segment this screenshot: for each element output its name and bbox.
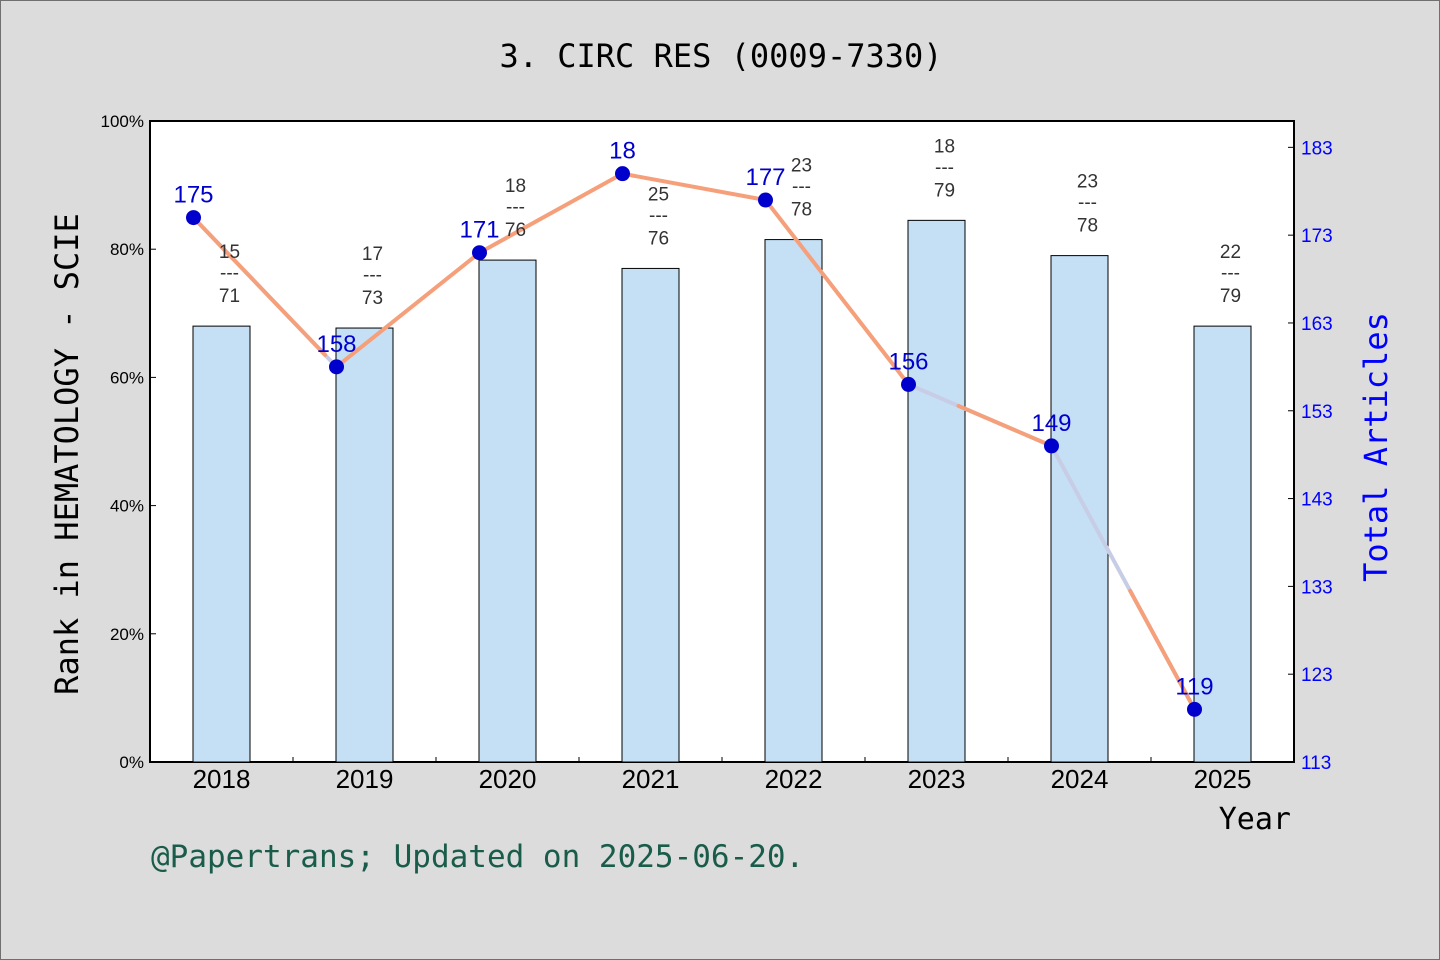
x-axis-label: Year <box>1219 802 1291 837</box>
line-segment-2019-2020 <box>334 250 482 369</box>
x-tick-label: 2023 <box>908 764 966 794</box>
line-segment-2020-2021 <box>477 171 625 255</box>
rank-label-divider-2024: --- <box>1078 193 1097 214</box>
count-label-2019: 158 <box>316 331 356 358</box>
y2-axis-label: Total Articles <box>1357 312 1395 582</box>
rank-label-bottom-2020: 76 <box>505 220 526 241</box>
marker-2023 <box>901 376 916 392</box>
count-label-2022: 177 <box>745 164 785 191</box>
rank-label-divider-2019: --- <box>363 265 382 286</box>
rank-label-bottom-2023: 79 <box>934 180 955 201</box>
bar-2025 <box>1193 325 1252 763</box>
x-tick-label: 2021 <box>622 764 680 794</box>
y-tick-label: 40% <box>110 497 144 516</box>
x-tick-label: 2024 <box>1051 764 1109 794</box>
plot-area <box>149 120 1295 763</box>
x-tick-label: 2018 <box>193 764 251 794</box>
rank-label-top-2023: 18 <box>934 136 955 157</box>
marker-2020 <box>472 245 487 261</box>
rank-label-divider-2021: --- <box>649 205 668 226</box>
rank-label-bottom-2021: 76 <box>648 228 669 249</box>
count-label-2018: 175 <box>173 182 213 209</box>
y2-tick-label: 113 <box>1301 753 1331 774</box>
labels-layer: 15---7117---7318---7625---7623---7818---… <box>173 136 1241 700</box>
count-label-2020: 171 <box>459 217 499 244</box>
y-tick-label: 0% <box>119 753 144 772</box>
marker-2021 <box>615 166 630 182</box>
rank-label-top-2025: 22 <box>1220 242 1241 263</box>
y-tick-label: 80% <box>110 240 144 259</box>
rank-label-top-2020: 18 <box>505 176 526 197</box>
rank-label-divider-2025: --- <box>1221 263 1240 284</box>
line-segment-2024-2025-overlay <box>1128 588 1197 712</box>
y2-tick-label: 153 <box>1301 402 1333 423</box>
y2-tick-label: 143 <box>1301 490 1333 511</box>
axes-layer: 0% 20% 40% 60% 80% 100% 113 123 133 143 153 163 173 1… <box>101 112 1333 794</box>
rank-label-top-2024: 23 <box>1077 172 1098 193</box>
bar-2022 <box>764 239 823 763</box>
bar-2020 <box>478 259 537 763</box>
count-label-2021: 18 <box>609 138 636 165</box>
count-label-2023: 156 <box>888 348 928 375</box>
bar-2021 <box>621 267 680 763</box>
rank-label-bottom-2024: 78 <box>1077 216 1098 237</box>
rank-label-top-2021: 25 <box>648 184 669 205</box>
chart-title: 3. CIRC RES (0009-7330) <box>499 37 942 75</box>
y-tick-label: 60% <box>110 368 144 387</box>
rank-label-top-2019: 17 <box>362 244 383 265</box>
y2-tick-label: 183 <box>1301 138 1333 159</box>
bar-2018 <box>192 325 251 763</box>
y-axis-label: Rank in HEMATOLOGY - SCIE <box>48 213 86 695</box>
y2-tick-label: 123 <box>1301 665 1333 686</box>
line-segment-2023-2024-overlay <box>956 403 1054 448</box>
rank-label-top-2022: 23 <box>791 156 812 177</box>
x-tick-label: 2020 <box>479 764 537 794</box>
line-segment-2021-2022 <box>620 171 768 203</box>
rank-label-bottom-2018: 71 <box>219 286 240 307</box>
bars-layer <box>192 219 1252 763</box>
rank-label-divider-2018: --- <box>220 263 239 284</box>
x-tick-label: 2022 <box>765 764 823 794</box>
x-tick-label: 2019 <box>336 764 394 794</box>
bar-2023 <box>907 219 966 763</box>
x-tick-label: 2025 <box>1194 764 1252 794</box>
rank-label-bottom-2025: 79 <box>1220 286 1241 307</box>
rank-label-divider-2020: --- <box>506 197 525 218</box>
rank-label-divider-2022: --- <box>792 177 811 198</box>
bar-2024 <box>1050 255 1109 763</box>
marker-2024 <box>1044 438 1059 454</box>
count-label-2024: 149 <box>1031 410 1071 437</box>
line-segment-2022-2023 <box>763 198 911 387</box>
y-tick-label: 100% <box>101 112 144 131</box>
y2-tick-label: 173 <box>1301 226 1333 247</box>
rank-label-top-2018: 15 <box>219 242 240 263</box>
marker-2019 <box>329 359 344 375</box>
rank-label-bottom-2022: 78 <box>791 200 812 221</box>
line-layer <box>186 166 1202 717</box>
marker-2018 <box>186 210 201 226</box>
count-label-2025: 119 <box>1175 673 1213 700</box>
y2-tick-label: 133 <box>1301 577 1333 598</box>
footer-credit: @Papertrans; Updated on 2025-06-20. <box>151 839 804 875</box>
line-segment-2018-2019-overlay <box>191 215 328 357</box>
rank-label-divider-2023: --- <box>935 157 954 178</box>
bar-2019 <box>335 327 394 763</box>
y-tick-label: 20% <box>110 625 144 644</box>
y2-tick-label: 163 <box>1301 314 1333 335</box>
rank-label-bottom-2019: 73 <box>362 288 383 309</box>
marker-2025 <box>1187 701 1202 717</box>
marker-2022 <box>758 192 773 208</box>
